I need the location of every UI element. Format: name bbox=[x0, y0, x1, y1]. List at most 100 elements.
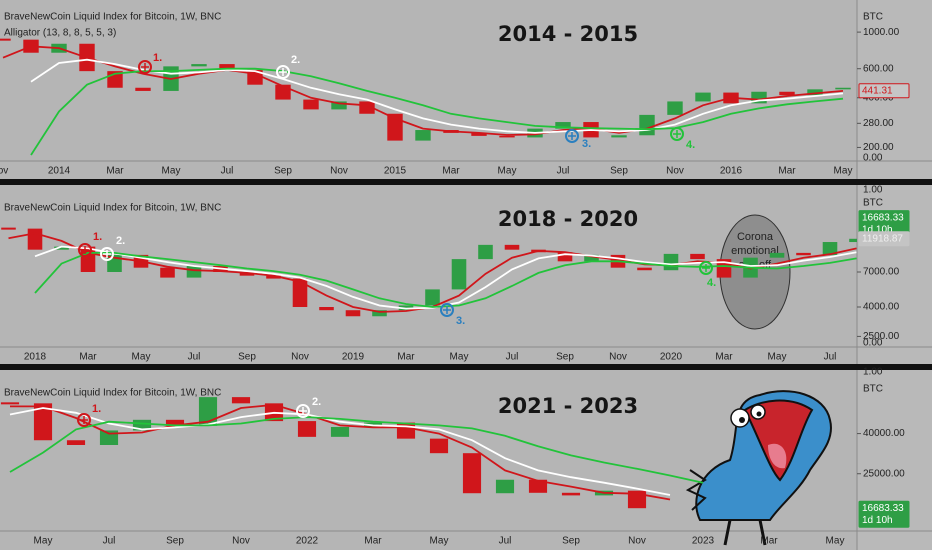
candle bbox=[769, 252, 785, 258]
x-tick-label: Sep bbox=[610, 166, 628, 177]
candle bbox=[165, 419, 185, 426]
candle bbox=[499, 135, 515, 138]
x-tick-label: 2016 bbox=[720, 166, 743, 177]
signal-marker bbox=[100, 247, 114, 261]
candle bbox=[835, 87, 851, 90]
note-line: Corona bbox=[737, 231, 774, 243]
x-tick-label: 2019 bbox=[342, 352, 365, 363]
y-tick-label: 600.00 bbox=[863, 63, 894, 74]
candle bbox=[372, 310, 387, 317]
indicator-label: Alligator (13, 8, 8, 5, 5, 3) bbox=[4, 28, 116, 39]
x-tick-label: Nov bbox=[291, 352, 309, 363]
price-label-box bbox=[858, 500, 910, 528]
alligator-line bbox=[9, 407, 671, 496]
pane-label: 1.00 bbox=[863, 367, 883, 378]
candle bbox=[396, 422, 416, 439]
x-tick-label: May bbox=[498, 166, 517, 177]
candle bbox=[555, 122, 571, 129]
signal-label: 1. bbox=[92, 403, 101, 415]
signal-label: 1. bbox=[93, 231, 102, 243]
x-tick-label: Sep bbox=[556, 352, 574, 363]
candle bbox=[231, 397, 251, 404]
candle bbox=[66, 440, 86, 445]
candle bbox=[690, 253, 705, 260]
candle bbox=[849, 238, 857, 243]
y-tick-label: 200.00 bbox=[863, 142, 894, 153]
candle bbox=[796, 252, 811, 256]
pane-label: 0.00 bbox=[863, 153, 883, 164]
signal-marker bbox=[276, 65, 290, 79]
price-label: 11918.87 bbox=[862, 233, 903, 244]
candle bbox=[429, 438, 449, 454]
candle bbox=[584, 254, 599, 262]
candle bbox=[478, 244, 493, 260]
candle bbox=[451, 259, 467, 290]
y-tick-label: 2500.00 bbox=[863, 331, 900, 342]
signal-label: 3. bbox=[582, 138, 591, 150]
signal-label: 4. bbox=[707, 277, 716, 289]
x-tick-label: Jul bbox=[103, 536, 116, 547]
x-tick-label: Jul bbox=[221, 166, 234, 177]
candle bbox=[667, 101, 683, 115]
candle bbox=[0, 402, 20, 405]
candle bbox=[33, 403, 53, 441]
signal-label: 2. bbox=[291, 54, 300, 66]
source-label: BraveNewCoin Liquid Index for Bitcoin, 1… bbox=[4, 12, 221, 23]
currency-label: BTC bbox=[863, 198, 883, 209]
candle bbox=[639, 114, 655, 136]
dinosaur-cartoon bbox=[685, 390, 832, 546]
y-tick-label: 7000.00 bbox=[863, 267, 900, 278]
signal-marker bbox=[296, 404, 310, 418]
panel-title: 2021 - 2023 bbox=[498, 394, 638, 418]
x-tick-label: Sep bbox=[274, 166, 292, 177]
alligator-line bbox=[34, 245, 857, 310]
x-tick-label: 2020 bbox=[660, 352, 683, 363]
y-tick-label: 280.00 bbox=[863, 118, 894, 129]
x-tick-label: 2015 bbox=[384, 166, 407, 177]
candle bbox=[1, 227, 16, 230]
x-tick-label: May bbox=[162, 166, 181, 177]
x-tick-label: May bbox=[132, 352, 151, 363]
panel-title: 2018 - 2020 bbox=[498, 207, 638, 231]
candle bbox=[751, 91, 767, 104]
candle bbox=[415, 130, 431, 141]
x-tick-label: Mar bbox=[397, 352, 415, 363]
x-tick-label: Jul bbox=[824, 352, 837, 363]
x-tick-label: Sep bbox=[562, 536, 580, 547]
x-tick-label: Nov bbox=[628, 536, 646, 547]
candle bbox=[266, 275, 281, 279]
x-tick-label: Mar bbox=[364, 536, 382, 547]
x-tick-label: Nov bbox=[666, 166, 684, 177]
candle bbox=[303, 99, 319, 110]
x-tick-label: Jul bbox=[557, 166, 570, 177]
x-tick-label: May bbox=[430, 536, 449, 547]
candle bbox=[611, 135, 627, 138]
separator-bar bbox=[0, 179, 932, 185]
candle bbox=[319, 307, 334, 311]
x-tick-label: 2023 bbox=[692, 536, 715, 547]
x-tick-label: 2014 bbox=[48, 166, 71, 177]
signal-label: 4. bbox=[686, 139, 695, 151]
x-tick-label: May bbox=[450, 352, 469, 363]
candle bbox=[132, 419, 152, 431]
candle bbox=[297, 421, 317, 437]
candle bbox=[191, 64, 207, 67]
signal-label: 1. bbox=[153, 52, 162, 64]
price-label: 16683.33 bbox=[862, 212, 904, 223]
alligator-line bbox=[30, 67, 844, 156]
x-tick-label: May bbox=[768, 352, 787, 363]
signal-label: 2. bbox=[116, 235, 125, 247]
x-tick-label: Sep bbox=[166, 536, 184, 547]
x-tick-label: Jul bbox=[188, 352, 201, 363]
x-tick-label: Mar bbox=[760, 536, 778, 547]
candle bbox=[561, 492, 581, 496]
signal-marker bbox=[77, 413, 91, 427]
price-label-box bbox=[858, 231, 910, 247]
candle bbox=[186, 266, 202, 278]
candle bbox=[557, 252, 573, 262]
candle bbox=[425, 289, 440, 306]
candle bbox=[528, 479, 548, 493]
currency-label: BTC bbox=[863, 384, 883, 395]
currency-label: BTC bbox=[863, 12, 883, 23]
